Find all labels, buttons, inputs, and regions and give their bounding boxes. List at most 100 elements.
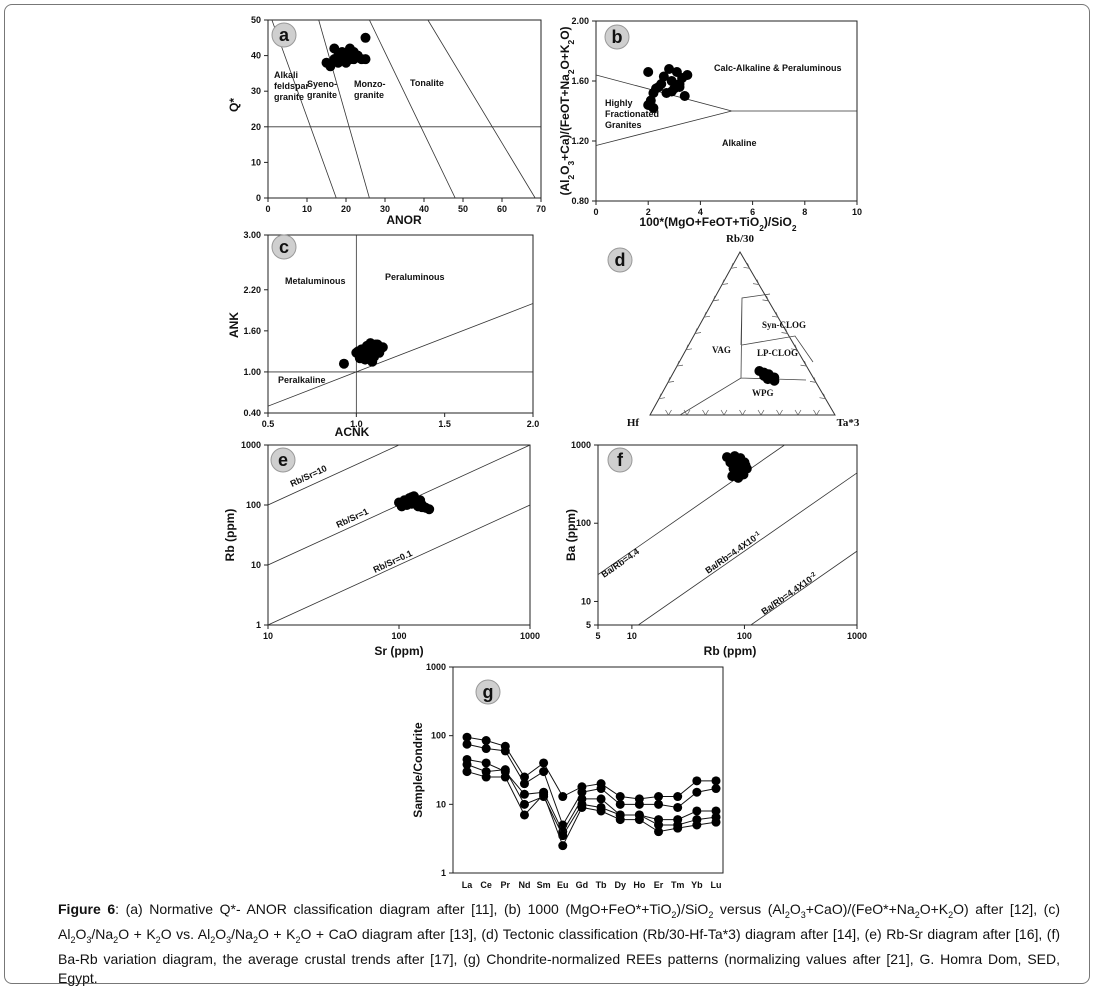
- y-axis-label: ANK: [227, 312, 241, 338]
- panel-label: g: [483, 682, 494, 702]
- y-axis-label-part: O: [558, 166, 572, 175]
- point: [654, 827, 664, 837]
- point: [367, 356, 378, 367]
- annotation-part: -2: [808, 570, 817, 579]
- annotation: WPG: [752, 388, 774, 398]
- caption-part: O vs. Al: [160, 925, 211, 942]
- annotation-part: granite: [307, 90, 337, 100]
- plot-frame: [267, 234, 534, 414]
- x-tick-label: 0.5: [262, 419, 275, 429]
- caption-part: 2: [155, 934, 161, 945]
- panel-label: e: [278, 450, 288, 470]
- edge-tick: [730, 263, 738, 269]
- point: [500, 772, 510, 782]
- annotation: granite: [307, 90, 337, 100]
- point: [406, 492, 417, 503]
- edge-tick: [762, 295, 770, 302]
- annotation-part: Highly: [605, 98, 633, 108]
- reference-line: [750, 550, 857, 625]
- annotation: Ba/Rb=4.4X10-2: [759, 570, 819, 616]
- point: [732, 464, 743, 475]
- annotation-part: Metaluminous: [285, 276, 346, 286]
- y-tick-label: 100: [246, 500, 261, 510]
- point: [692, 820, 702, 830]
- x-tick-label: 2.0: [527, 419, 540, 429]
- y-tick-label: 20: [251, 122, 261, 132]
- ternary-frame: [649, 250, 836, 416]
- x-axis-label: ANOR: [386, 213, 422, 227]
- point: [417, 502, 428, 513]
- x-axis-label-part: 2: [792, 223, 797, 233]
- vertex-label: Hf: [627, 417, 640, 429]
- point: [360, 54, 371, 65]
- point: [654, 799, 664, 809]
- y-tick-label: 1000: [571, 440, 591, 450]
- point: [615, 799, 625, 809]
- edge-tick: [676, 360, 684, 367]
- point: [673, 823, 683, 833]
- point: [615, 792, 625, 802]
- y-axis-label-part: Rb (ppm): [223, 509, 237, 562]
- annotation: Tonalite: [410, 78, 444, 88]
- caption-part: +CaO)/(FeO*+Na: [805, 901, 915, 917]
- x-tick-label: Tm: [671, 880, 685, 890]
- point: [666, 86, 677, 97]
- point: [634, 799, 644, 809]
- annotation-part: Alkali: [274, 70, 298, 80]
- x-tick-label: 10: [302, 204, 312, 214]
- annotation: granite: [274, 92, 304, 102]
- annotation-part: Ba/Rb=4.4: [599, 546, 641, 579]
- point: [658, 71, 669, 82]
- point: [740, 460, 751, 471]
- annotation: Ba/Rb=4.4X10-1: [703, 529, 763, 575]
- x-tick-label: 70: [536, 204, 546, 214]
- annotation-part: Alkaline: [722, 138, 757, 148]
- x-tick-label: 10: [852, 207, 862, 217]
- caption-part: 2: [671, 909, 677, 920]
- x-axis-label-part: )/SiO: [764, 215, 792, 229]
- y-tick-label: 10: [436, 799, 446, 809]
- annotation: VAG: [712, 345, 731, 355]
- caption-part: : (a) Normative Q*- ANOR classification …: [115, 901, 672, 917]
- x-tick-label: 1000: [847, 631, 867, 641]
- caption-part: O + K: [118, 925, 156, 942]
- annotation-part: Syn-CLOG: [762, 320, 806, 330]
- point: [558, 792, 568, 802]
- x-tick-label: Nd: [518, 880, 530, 890]
- x-axis-label-part: 100*(MgO+FeOT+TiO: [639, 215, 759, 229]
- point: [539, 758, 549, 768]
- vertex-label: Rb/30: [726, 233, 755, 245]
- caption-part: 2: [113, 934, 119, 945]
- point: [519, 789, 529, 799]
- point: [333, 50, 344, 61]
- annotation: Alkali: [274, 70, 298, 80]
- caption-part: 3: [226, 934, 232, 945]
- panel-label: f: [617, 450, 624, 470]
- x-tick-label: 0: [265, 204, 270, 214]
- x-tick-label: Gd: [576, 880, 589, 890]
- annotation: Ba/Rb=4.4: [599, 546, 641, 579]
- y-tick-label: 1.60: [571, 76, 589, 86]
- y-axis-label: Rb (ppm): [223, 509, 237, 562]
- y-axis-label: Ba (ppm): [564, 509, 578, 561]
- point: [577, 802, 587, 812]
- edge-tick: [743, 263, 751, 269]
- panel-badge: [270, 447, 296, 473]
- point: [481, 758, 491, 768]
- annotation: Syeno-: [307, 79, 337, 89]
- x-tick-label: Pr: [501, 880, 511, 890]
- point: [577, 787, 587, 797]
- x-tick-label: Tb: [596, 880, 607, 890]
- x-tick-label: Eu: [557, 880, 569, 890]
- point: [735, 453, 746, 464]
- point: [711, 776, 721, 786]
- point: [519, 779, 529, 789]
- edge-tick: [703, 312, 711, 318]
- point: [654, 820, 664, 830]
- x-tick-label: 4: [698, 207, 703, 217]
- panel-label: c: [279, 237, 289, 257]
- point: [462, 767, 472, 777]
- x-tick-label: 8: [802, 207, 807, 217]
